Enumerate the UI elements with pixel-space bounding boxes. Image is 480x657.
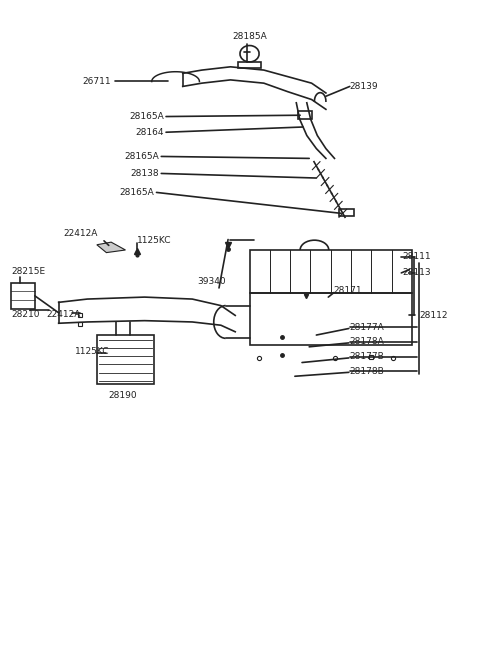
Bar — [250, 292, 412, 345]
Text: 28138: 28138 — [130, 169, 159, 178]
Text: 28165A: 28165A — [120, 188, 154, 197]
Text: 28178B: 28178B — [350, 367, 384, 376]
Text: 28171: 28171 — [333, 286, 362, 295]
Text: 28139: 28139 — [350, 82, 378, 91]
Text: 1125KC: 1125KC — [75, 347, 110, 356]
Text: 28185A: 28185A — [232, 32, 267, 41]
Text: 28178A: 28178A — [350, 337, 384, 346]
Text: 1125KC: 1125KC — [137, 236, 172, 244]
Bar — [250, 250, 412, 292]
Text: 28165A: 28165A — [129, 112, 164, 121]
Text: 28177A: 28177A — [350, 323, 384, 332]
Text: 22412A: 22412A — [63, 229, 97, 238]
Text: 28112: 28112 — [419, 311, 447, 320]
Text: 28111: 28111 — [402, 252, 431, 261]
Text: 22412A: 22412A — [47, 310, 81, 319]
Text: 28190: 28190 — [109, 391, 137, 399]
Text: 28215E: 28215E — [11, 267, 45, 276]
Text: 39340: 39340 — [197, 277, 226, 286]
Bar — [238, 62, 262, 68]
Text: 28164: 28164 — [135, 127, 164, 137]
Bar — [11, 283, 35, 309]
Text: 28210: 28210 — [11, 310, 39, 319]
Bar — [339, 210, 354, 216]
Bar — [298, 111, 312, 119]
Text: 28177B: 28177B — [350, 352, 384, 361]
Text: 26711: 26711 — [83, 77, 111, 85]
Text: 28113: 28113 — [402, 269, 431, 277]
Bar — [97, 335, 154, 384]
Polygon shape — [97, 242, 125, 252]
Text: 28165A: 28165A — [124, 152, 159, 161]
